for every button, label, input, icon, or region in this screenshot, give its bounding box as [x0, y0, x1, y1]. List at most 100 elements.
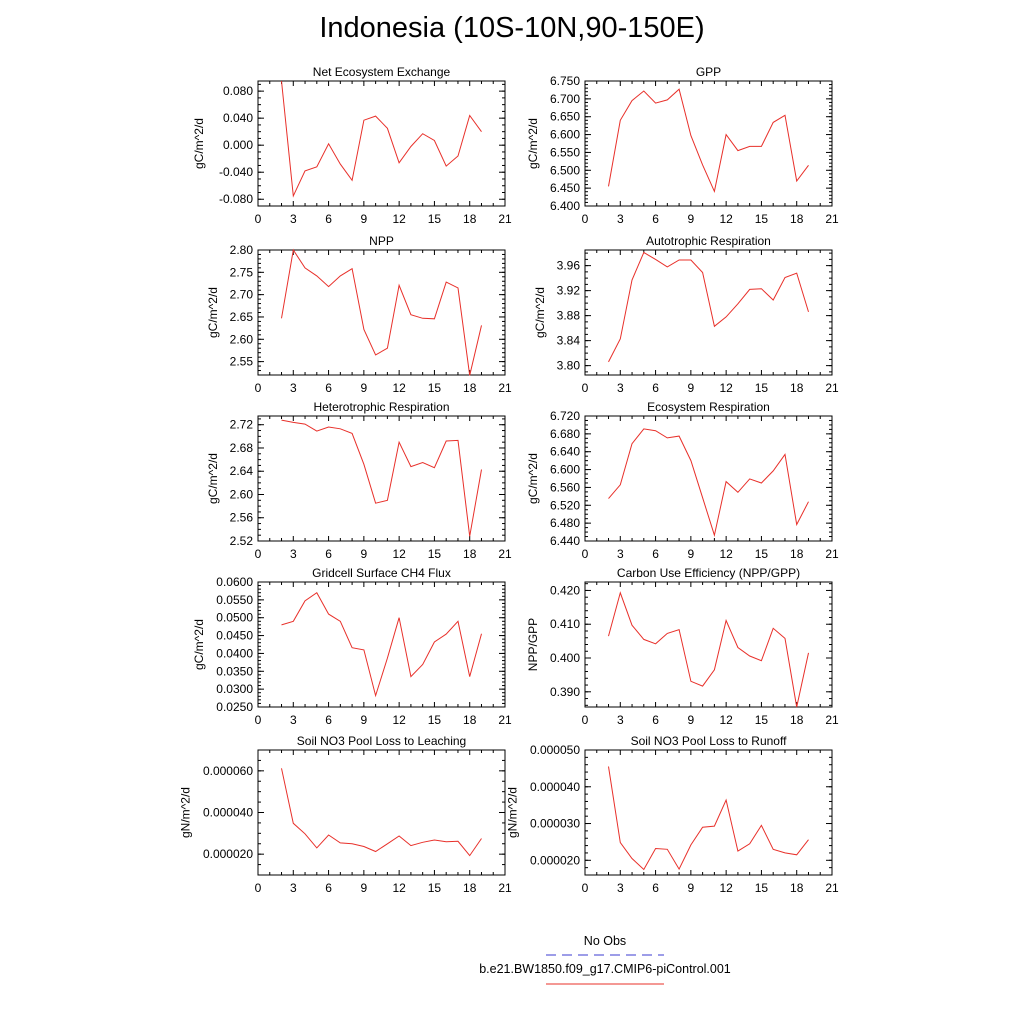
x-tick-label: 15 [755, 381, 769, 395]
series-line-0 [608, 591, 809, 708]
series-line-0 [281, 591, 482, 698]
y-tick-label: 0.080 [223, 84, 253, 98]
x-tick-label: 12 [392, 381, 406, 395]
plot-frame [257, 80, 506, 207]
y-tick-label: -0.040 [219, 165, 253, 179]
series-line-0 [281, 248, 482, 376]
x-tick-label: 9 [361, 713, 368, 727]
x-tick-label: 6 [325, 381, 332, 395]
y-tick-label: 6.640 [550, 445, 580, 459]
y-tick-label: 2.64 [230, 464, 254, 478]
y-tick-label: 3.96 [557, 259, 581, 273]
x-tick-label: 3 [290, 381, 297, 395]
plot-frame [257, 581, 506, 708]
x-tick-label: 3 [617, 881, 624, 895]
x-tick-label: 15 [428, 547, 442, 561]
plot-frame [584, 749, 833, 876]
panel-1: GPP 0 3 6 9 12 15 18 21 6.400 6.450 6.500 6.550 6.600… [526, 65, 839, 226]
y-tick-label: 0.420 [550, 583, 580, 597]
x-tick-label: 0 [582, 881, 589, 895]
y-tick-label: 2.56 [230, 511, 254, 525]
series-line-0 [608, 428, 809, 538]
series-line-0 [608, 766, 809, 871]
x-tick-label: 0 [582, 713, 589, 727]
y-tick-label: 6.480 [550, 516, 580, 530]
panel-9: Soil NO3 Pool Loss to Runoff 0 3 6 9 12 15 18 21… [506, 734, 839, 895]
panel-title: Soil NO3 Pool Loss to Leaching [297, 734, 466, 748]
x-tick-label: 0 [582, 547, 589, 561]
y-tick-label: 6.450 [550, 181, 580, 195]
x-tick-label: 15 [428, 713, 442, 727]
y-axis-label: gC/m^2/d [192, 619, 206, 670]
y-tick-label: 0.040 [223, 111, 253, 125]
x-tick-label: 9 [361, 381, 368, 395]
series-line-0 [281, 80, 482, 198]
x-tick-label: 21 [825, 547, 839, 561]
x-tick-label: 3 [290, 881, 297, 895]
y-tick-label: 0.0350 [216, 664, 253, 678]
y-tick-label: 2.52 [230, 534, 254, 548]
x-tick-label: 9 [688, 547, 695, 561]
panel-6: Gridcell Surface CH4 Flux 0 3 6 9 12 15 18 21 0.0… [192, 566, 512, 727]
y-axis-label: gN/m^2/d [179, 787, 193, 838]
x-tick-label: 6 [652, 381, 659, 395]
x-tick-label: 21 [825, 381, 839, 395]
x-tick-label: 12 [392, 713, 406, 727]
y-axis-label: gC/m^2/d [526, 453, 540, 504]
y-tick-label: 6.600 [550, 128, 580, 142]
y-tick-label: 6.560 [550, 480, 580, 494]
plot-frame [257, 249, 506, 376]
plot-frame [584, 581, 833, 708]
y-tick-label: 6.680 [550, 427, 580, 441]
figure-title: Indonesia (10S-10N,90-150E) [319, 12, 705, 44]
y-tick-label: 0.0250 [216, 700, 253, 714]
x-tick-label: 6 [652, 212, 659, 226]
x-tick-label: 21 [825, 881, 839, 895]
y-tick-label: 0.000050 [530, 743, 580, 757]
x-tick-label: 15 [755, 547, 769, 561]
plot-frame [257, 749, 506, 876]
x-tick-label: 0 [255, 547, 262, 561]
y-tick-label: 6.720 [550, 409, 580, 423]
y-tick-label: 6.650 [550, 110, 580, 124]
x-tick-label: 12 [719, 381, 733, 395]
x-tick-label: 18 [463, 381, 477, 395]
x-tick-label: 18 [790, 713, 804, 727]
y-tick-label: -0.080 [219, 192, 253, 206]
x-tick-label: 18 [790, 212, 804, 226]
x-tick-label: 12 [719, 547, 733, 561]
panel-title: NPP [369, 234, 394, 248]
x-tick-label: 21 [498, 713, 512, 727]
legend-label-no-obs: No Obs [584, 934, 626, 948]
y-axis-label: gC/m^2/d [526, 118, 540, 169]
x-tick-label: 21 [825, 713, 839, 727]
x-tick-label: 3 [290, 547, 297, 561]
y-tick-label: 0.000060 [203, 764, 253, 778]
legend-label-control-run: b.e21.BW1850.f09_g17.CMIP6-piControl.001 [479, 962, 731, 976]
y-tick-label: 0.000020 [530, 853, 580, 867]
y-tick-label: 0.390 [550, 685, 580, 699]
x-tick-label: 21 [498, 881, 512, 895]
y-tick-label: 6.440 [550, 534, 580, 548]
x-tick-label: 9 [688, 381, 695, 395]
y-tick-label: 6.750 [550, 74, 580, 88]
x-tick-label: 15 [755, 212, 769, 226]
y-tick-label: 2.65 [230, 310, 254, 324]
panels: Net Ecosystem Exchange 0 3 6 9 12 15 18 21 -0.080… [179, 65, 839, 895]
x-tick-label: 15 [755, 881, 769, 895]
panel-5: Ecosystem Respiration 0 3 6 9 12 15 18 21 6.440 6.… [526, 400, 839, 561]
x-tick-label: 9 [688, 713, 695, 727]
panel-title: Gridcell Surface CH4 Flux [312, 566, 451, 580]
x-tick-label: 12 [392, 881, 406, 895]
y-tick-label: 0.410 [550, 617, 580, 631]
x-tick-label: 15 [428, 881, 442, 895]
x-tick-label: 9 [361, 547, 368, 561]
x-tick-label: 6 [652, 881, 659, 895]
plot-frame [584, 249, 833, 376]
x-tick-label: 12 [392, 547, 406, 561]
x-tick-label: 21 [498, 547, 512, 561]
y-tick-label: 0.400 [550, 651, 580, 665]
y-tick-label: 6.520 [550, 498, 580, 512]
y-axis-label: gC/m^2/d [206, 453, 220, 504]
y-tick-label: 3.88 [557, 309, 581, 323]
